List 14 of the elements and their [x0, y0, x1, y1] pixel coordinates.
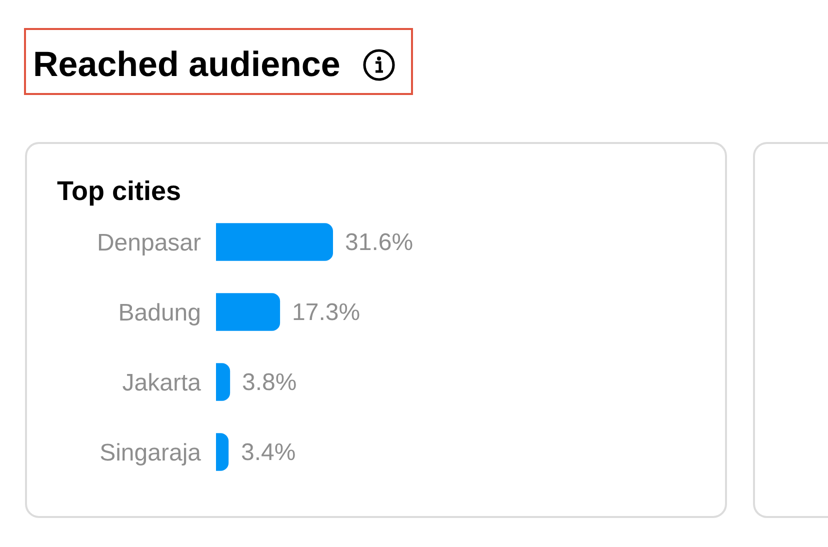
chart-subtitle: Top cities	[57, 175, 182, 207]
y-tick-label: Jakarta	[122, 369, 202, 396]
data-label: 3.4%	[241, 439, 296, 466]
data-label: 17.3%	[292, 299, 360, 326]
y-tick-label: Denpasar	[96, 229, 202, 256]
bar	[216, 293, 280, 331]
bar	[216, 433, 229, 471]
chart-title: Reached audience	[33, 45, 340, 85]
data-label: 3.8%	[242, 369, 297, 396]
y-tick-label: Badung	[118, 299, 201, 326]
bar	[216, 363, 230, 401]
y-tick-label: Singaraja	[100, 439, 202, 466]
data-label: 31.6%	[345, 229, 414, 256]
bar	[216, 223, 333, 261]
